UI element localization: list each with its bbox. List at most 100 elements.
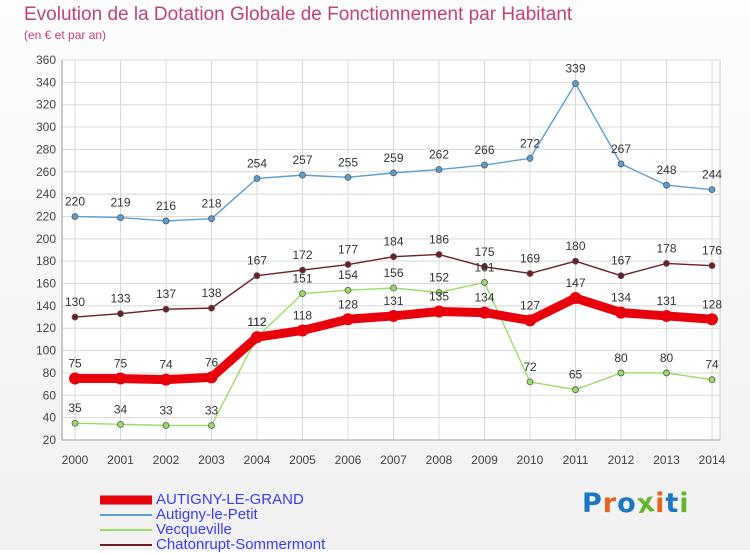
data-label: 65 — [569, 368, 583, 382]
data-label: 259 — [383, 151, 403, 165]
legend-label: Autigny-le-Petit — [156, 506, 258, 523]
y-tick-label: 100 — [36, 344, 56, 358]
data-label: 33 — [159, 403, 173, 417]
logo-letter: x — [634, 486, 658, 521]
data-label: 72 — [523, 360, 537, 374]
data-label: 130 — [65, 295, 85, 309]
x-tick-label: 2002 — [153, 453, 180, 467]
y-tick-label: 200 — [36, 232, 56, 246]
data-point — [617, 369, 625, 377]
data-label: 134 — [474, 291, 494, 305]
data-label: 218 — [201, 197, 221, 211]
y-tick-label: 280 — [36, 142, 56, 156]
data-label: 257 — [292, 153, 312, 167]
data-point — [71, 213, 79, 220]
data-point — [569, 292, 582, 305]
data-label: 33 — [205, 403, 219, 417]
data-label: 167 — [247, 254, 267, 268]
data-point — [208, 215, 215, 223]
data-point — [162, 305, 170, 313]
legend-label: AUTIGNY-LE-GRAND — [156, 491, 304, 508]
data-point — [160, 373, 172, 386]
data-point — [253, 175, 261, 182]
y-tick-label: 260 — [36, 165, 56, 179]
data-label: 135 — [429, 289, 449, 303]
chart-subtitle: (en € et par an) — [24, 28, 107, 42]
data-point — [162, 422, 170, 429]
data-label: 219 — [110, 196, 130, 210]
data-label: 167 — [611, 254, 631, 268]
data-point — [572, 257, 579, 265]
data-point — [617, 160, 625, 168]
data-label: 272 — [520, 136, 540, 150]
data-label: 177 — [338, 243, 358, 257]
data-point — [524, 314, 536, 327]
data-point — [162, 217, 170, 225]
y-tick-label: 180 — [36, 254, 56, 268]
data-point — [344, 261, 352, 268]
data-point — [615, 306, 627, 319]
x-tick-label: 2005 — [289, 453, 316, 467]
chart-title: Evolution de la Dotation Globale de Fonc… — [24, 4, 573, 25]
data-point — [526, 270, 534, 277]
data-label: 112 — [247, 315, 266, 329]
data-label: 35 — [68, 401, 82, 415]
data-label: 74 — [705, 358, 719, 372]
data-point — [435, 166, 443, 173]
data-point — [296, 324, 309, 337]
data-label: 80 — [660, 351, 674, 365]
data-point — [663, 369, 670, 377]
data-label: 186 — [429, 232, 449, 246]
legend-label: Vecqueville — [156, 521, 232, 538]
data-point — [117, 310, 124, 318]
data-label: 147 — [565, 276, 585, 290]
data-label: 262 — [429, 148, 449, 162]
data-point — [299, 171, 306, 179]
data-label: 244 — [702, 168, 722, 182]
data-label: 131 — [383, 294, 403, 308]
data-point — [387, 309, 400, 322]
data-point — [660, 309, 673, 322]
x-tick-label: 2009 — [471, 453, 498, 467]
data-point — [478, 306, 491, 319]
data-point — [299, 290, 306, 297]
logo-letter: r — [602, 488, 618, 519]
x-tick-label: 2014 — [699, 453, 726, 467]
data-label: 176 — [702, 244, 722, 258]
data-label: 152 — [429, 270, 449, 284]
y-tick-label: 220 — [36, 209, 56, 223]
data-point — [253, 272, 261, 280]
logo-letter: o — [617, 488, 637, 519]
data-label: 137 — [156, 287, 176, 301]
y-tick-label: 120 — [36, 321, 56, 335]
x-tick-label: 2004 — [244, 453, 271, 467]
data-point — [572, 80, 579, 87]
y-tick-label: 80 — [43, 366, 57, 380]
x-tick-label: 2003 — [198, 453, 225, 467]
data-label: 216 — [156, 199, 176, 213]
data-point — [205, 371, 218, 384]
data-point — [663, 181, 670, 189]
data-point — [299, 266, 306, 274]
data-label: 76 — [205, 355, 219, 369]
data-label: 156 — [383, 266, 403, 280]
data-point — [526, 378, 534, 386]
proxiti-logo: Proxiti — [582, 486, 690, 521]
data-label: 138 — [201, 286, 221, 300]
data-label: 255 — [338, 155, 358, 169]
data-label: 112 — [247, 315, 266, 329]
data-label: 172 — [292, 248, 312, 262]
x-tick-label: 2006 — [335, 453, 362, 467]
data-label: 266 — [474, 143, 494, 157]
data-label: 34 — [114, 402, 128, 416]
data-label: 128 — [702, 297, 722, 311]
x-tick-label: 2012 — [608, 453, 635, 467]
x-tick-label: 2013 — [653, 453, 680, 467]
data-label: 118 — [293, 308, 312, 322]
logo-letter: t — [665, 488, 680, 519]
x-tick-label: 2008 — [426, 453, 453, 467]
data-point — [617, 272, 625, 280]
logo-letter: i — [655, 488, 666, 519]
data-label: 80 — [614, 351, 628, 365]
data-label: 133 — [110, 292, 130, 306]
